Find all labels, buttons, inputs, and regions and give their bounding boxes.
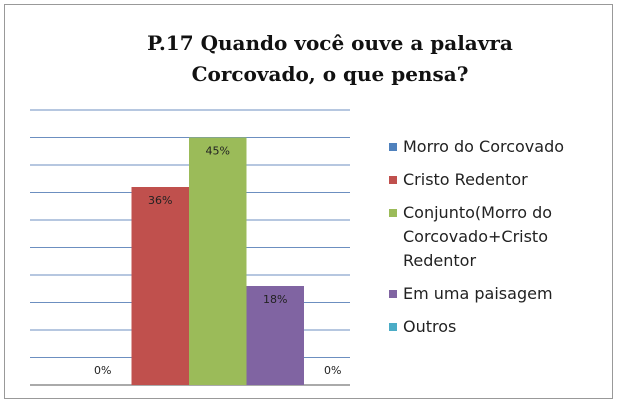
legend-item: Cristo Redentor	[385, 168, 610, 192]
bar	[246, 286, 304, 385]
legend: Morro do Corcovado Cristo Redentor Conjunt…	[385, 135, 610, 348]
legend-label: Em uma paisagem	[403, 284, 553, 303]
legend-item: Morro do Corcovado	[385, 135, 610, 159]
legend-item: Outros	[385, 315, 610, 339]
data-label: 18%	[263, 293, 287, 306]
legend-label: Morro do Corcovado	[403, 137, 565, 156]
legend-swatch	[389, 323, 397, 331]
legend-label: Cristo Redentor	[403, 170, 528, 189]
legend-item: Em uma paisagem	[385, 282, 610, 306]
bar	[131, 187, 189, 385]
legend-swatch	[389, 143, 397, 151]
legend-swatch	[389, 209, 397, 217]
bar	[189, 137, 247, 385]
chart-frame	[4, 4, 613, 399]
legend-swatch	[389, 290, 397, 298]
legend-item: Conjunto(Morro do Corcovado+Cristo Reden…	[385, 201, 610, 273]
legend-label: Outros	[403, 317, 457, 336]
data-label: 45%	[206, 145, 230, 158]
data-label: 0%	[94, 364, 111, 377]
chart-title: P.17 Quando você ouve a palavra Corcovad…	[147, 31, 513, 86]
legend-swatch	[389, 176, 397, 184]
legend-label: Conjunto(Morro do Corcovado+Cristo Reden…	[403, 203, 553, 270]
data-label: 36%	[148, 194, 172, 207]
data-label: 0%	[324, 364, 341, 377]
